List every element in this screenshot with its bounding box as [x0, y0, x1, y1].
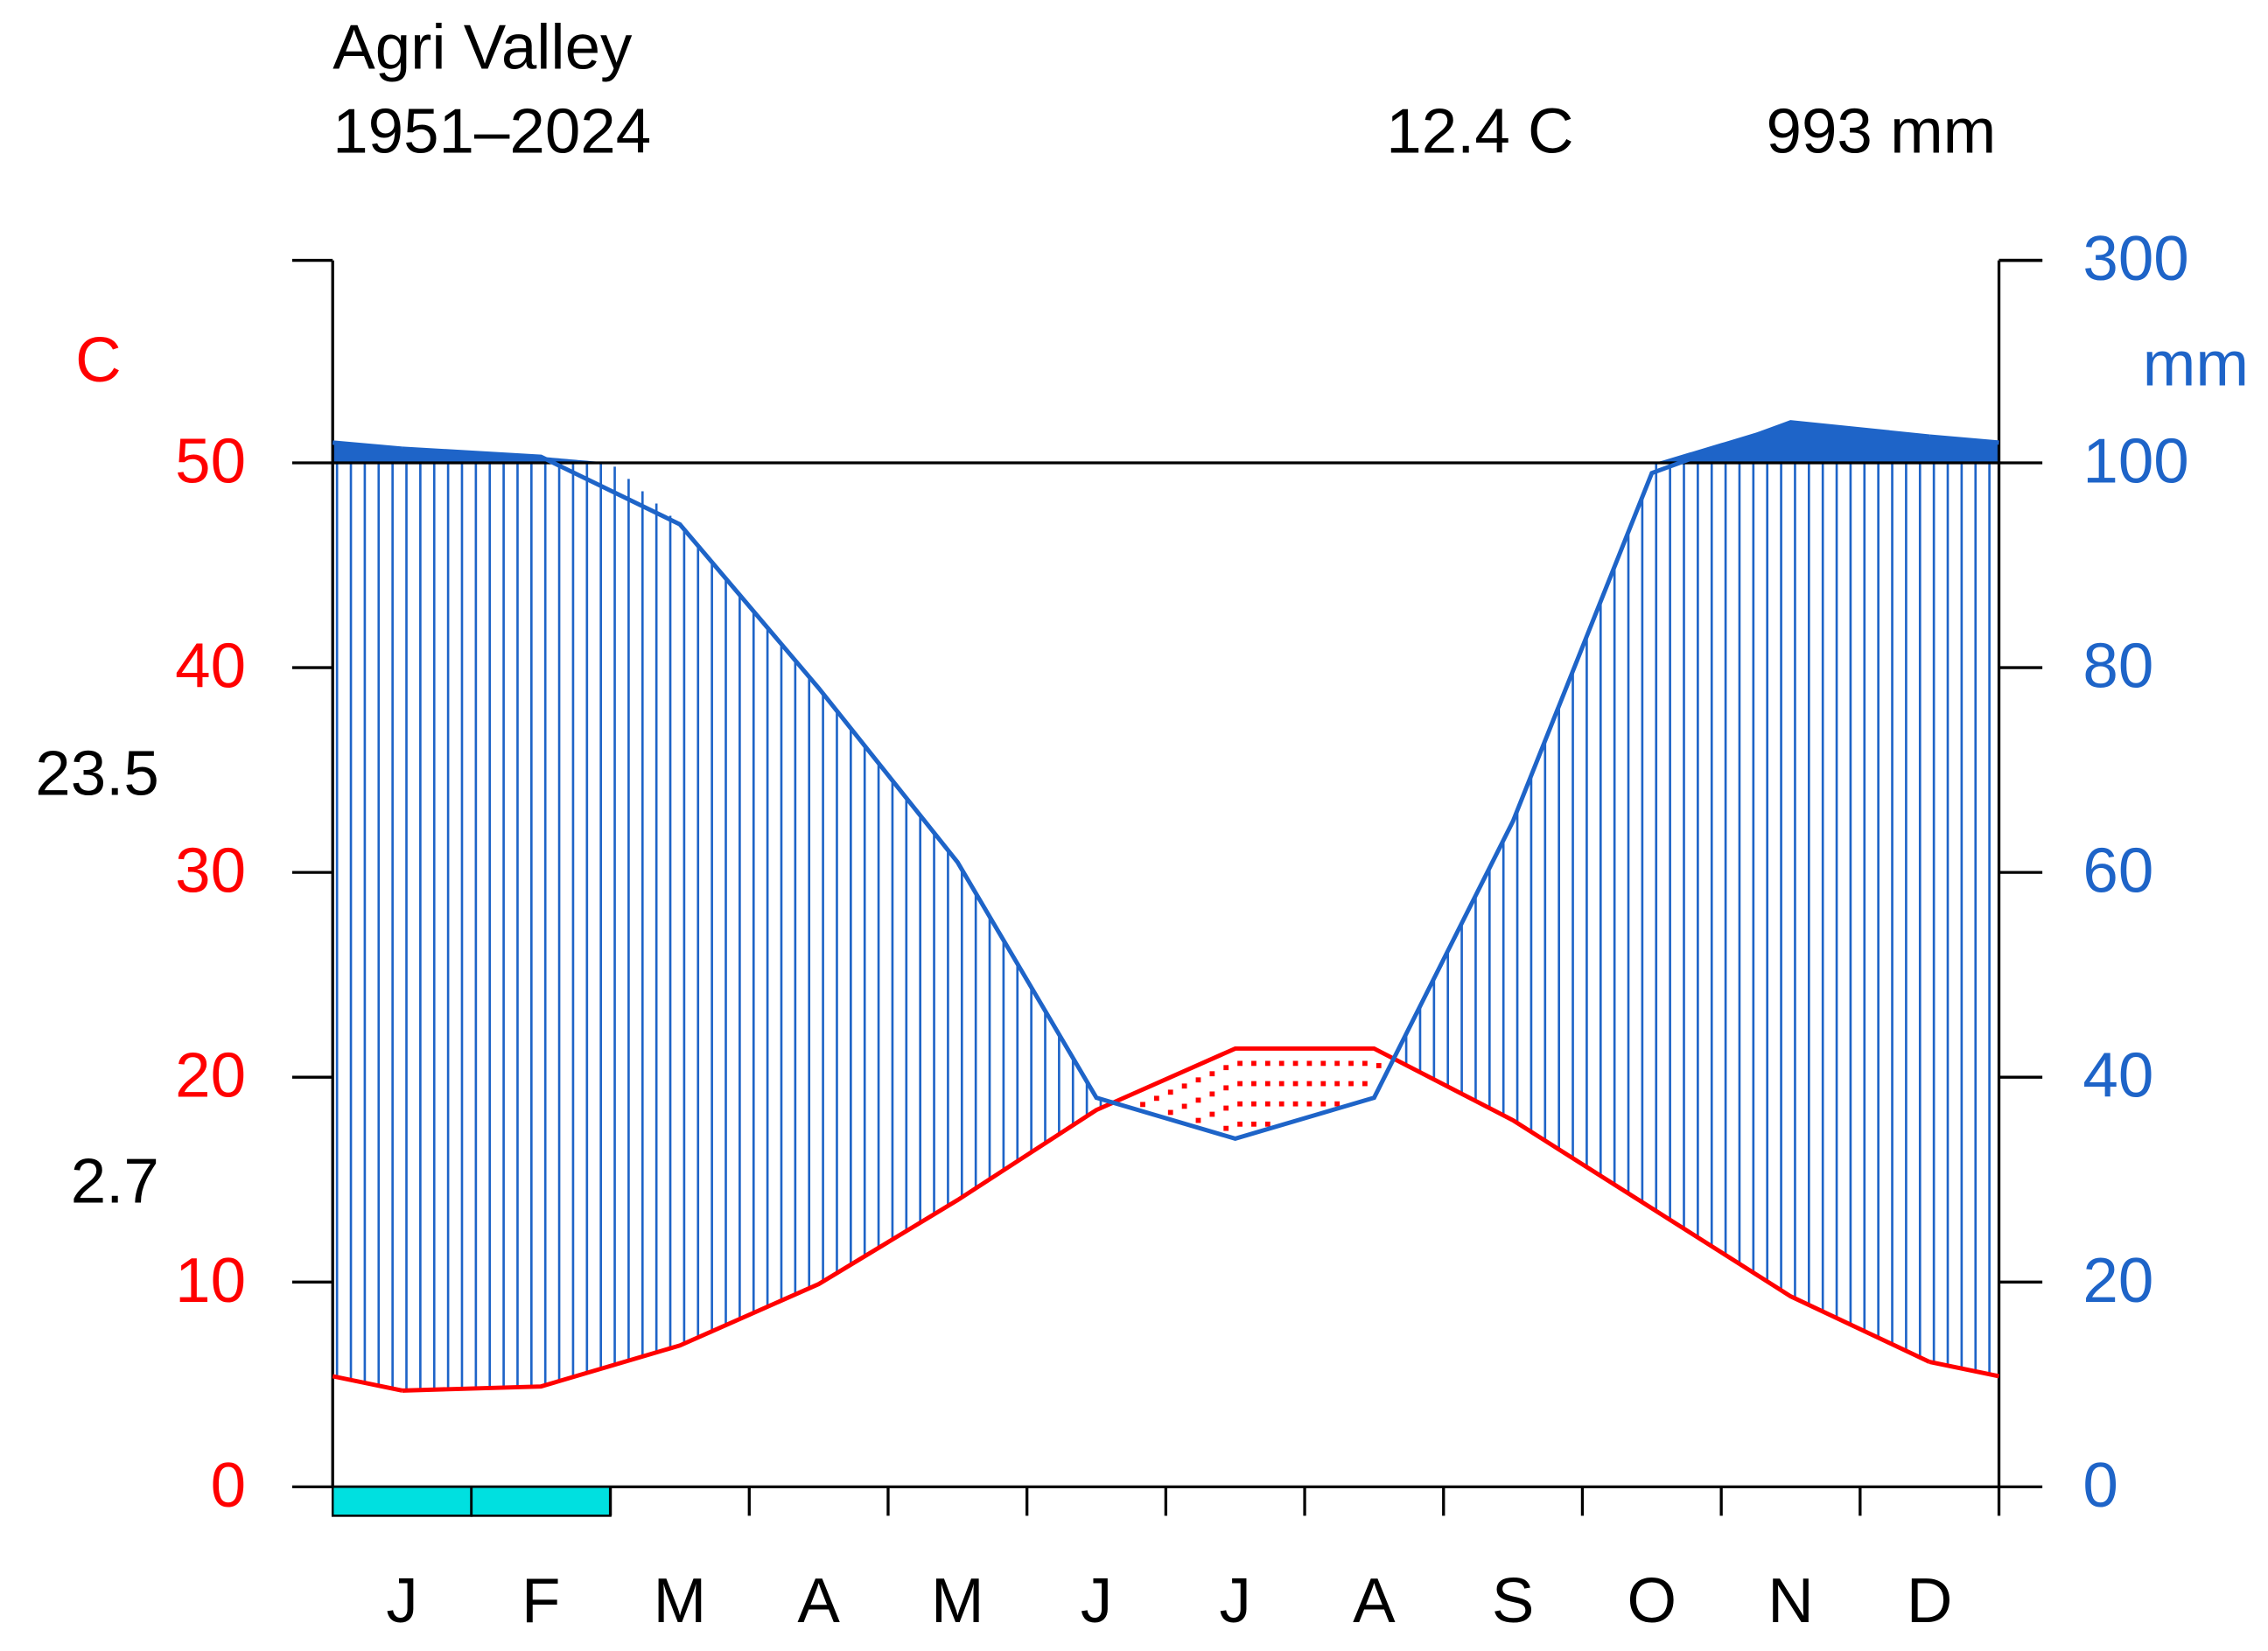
- frost-bar: [331, 1486, 473, 1517]
- arid-dot: [1209, 1091, 1215, 1097]
- arid-dot: [1320, 1060, 1326, 1067]
- line-edge: [332, 1374, 403, 1393]
- arid-dot: [1362, 1081, 1368, 1087]
- arid-dot: [1251, 1121, 1256, 1127]
- line-edge: [1928, 434, 1999, 445]
- y-tick-label: 30: [175, 836, 246, 906]
- max-temp-label: 23.5: [35, 738, 159, 809]
- arid-dot: [1264, 1101, 1270, 1107]
- arid-dot: [1237, 1060, 1242, 1067]
- arid-dot: [1306, 1101, 1312, 1107]
- arid-dot: [1320, 1101, 1326, 1107]
- arid-dot: [1320, 1081, 1326, 1087]
- arid-dot: [1264, 1081, 1270, 1087]
- arid-dot: [1278, 1081, 1284, 1087]
- y2-tick-label: 100: [2082, 426, 2188, 497]
- min-temp-label: 2.7: [71, 1146, 159, 1217]
- x-tick-label: F: [522, 1565, 560, 1636]
- frost-bar: [470, 1486, 612, 1517]
- y-tick-label: 40: [175, 631, 246, 702]
- arid-dot: [1264, 1060, 1270, 1067]
- arid-dot: [1195, 1117, 1201, 1123]
- arid-dot: [1348, 1081, 1354, 1087]
- arid-dot: [1278, 1060, 1284, 1067]
- x-tick-label: N: [1768, 1565, 1814, 1636]
- arid-dot: [1251, 1101, 1256, 1107]
- x-tick-label: D: [1907, 1565, 1953, 1636]
- y-tick-label: 20: [175, 1040, 246, 1111]
- x-tick-label: M: [654, 1565, 707, 1636]
- arid-dot: [1223, 1105, 1229, 1111]
- arid-dot: [1223, 1065, 1229, 1071]
- arid-dot: [1334, 1060, 1340, 1067]
- arid-dot: [1181, 1083, 1187, 1089]
- arid-dot: [1292, 1081, 1298, 1087]
- arid-dot: [1195, 1077, 1201, 1083]
- y2-tick-label: 20: [2082, 1245, 2153, 1316]
- arid-dot: [1140, 1102, 1145, 1108]
- chart-title: Agri Valley: [332, 12, 633, 83]
- x-tick-label: O: [1628, 1565, 1677, 1636]
- perhumid-area: [332, 422, 1999, 463]
- arid-dot: [1237, 1081, 1242, 1087]
- line-edge: [1928, 1360, 2000, 1379]
- arid-dot: [1292, 1101, 1298, 1107]
- arid-dot: [1376, 1063, 1382, 1068]
- y-axis-label: C: [75, 325, 122, 395]
- annual-precip: 993 mm: [1767, 96, 1997, 167]
- arid-dot: [1223, 1125, 1229, 1131]
- x-tick-label: M: [931, 1565, 984, 1636]
- y2-tick-label: 0: [2082, 1450, 2118, 1521]
- x-tick-label: A: [1353, 1565, 1396, 1636]
- x-tick-label: J: [1081, 1565, 1112, 1636]
- precip-line: [402, 420, 1930, 1142]
- arid-dot: [1209, 1111, 1215, 1117]
- arid-dot: [1153, 1095, 1159, 1102]
- x-tick-label: J: [386, 1565, 417, 1636]
- arid-dot: [1181, 1103, 1187, 1109]
- arid-dot: [1223, 1085, 1229, 1091]
- arid-dot: [1362, 1060, 1368, 1067]
- arid-dot: [1334, 1101, 1340, 1107]
- arid-dot: [1237, 1121, 1242, 1127]
- period: 1951–2024: [332, 96, 651, 167]
- arid-dot: [1251, 1081, 1256, 1087]
- y2-tick-label: 60: [2082, 836, 2153, 906]
- x-tick-label: S: [1492, 1565, 1535, 1636]
- x-tick-label: J: [1220, 1565, 1251, 1636]
- arid-dot: [1237, 1101, 1242, 1107]
- arid-dot: [1334, 1081, 1340, 1087]
- arid-dot: [1278, 1101, 1284, 1107]
- temp-line: [402, 1046, 1931, 1393]
- arid-dot: [1167, 1089, 1173, 1095]
- arid-dot: [1264, 1121, 1270, 1127]
- y2-tick-label: 300: [2082, 223, 2188, 294]
- y2-tick-label: 80: [2082, 631, 2153, 702]
- arid-dot: [1251, 1060, 1256, 1067]
- y-tick-label: 50: [175, 426, 246, 497]
- annual-temp: 12.4 C: [1386, 96, 1573, 167]
- arid-dot: [1292, 1060, 1298, 1067]
- arid-dot: [1167, 1109, 1173, 1116]
- arid-dot: [1195, 1097, 1201, 1103]
- arid-dot: [1306, 1060, 1312, 1067]
- y-tick-label: 0: [211, 1450, 246, 1521]
- arid-dot: [1306, 1081, 1312, 1087]
- arid-dot: [1348, 1060, 1354, 1067]
- line-edge: [332, 440, 402, 451]
- y-tick-label: 10: [175, 1245, 246, 1316]
- y2-tick-label: 40: [2082, 1040, 2153, 1111]
- x-tick-label: A: [797, 1565, 840, 1636]
- arid-dot: [1209, 1071, 1215, 1077]
- y2-axis-label: mm: [2143, 329, 2249, 400]
